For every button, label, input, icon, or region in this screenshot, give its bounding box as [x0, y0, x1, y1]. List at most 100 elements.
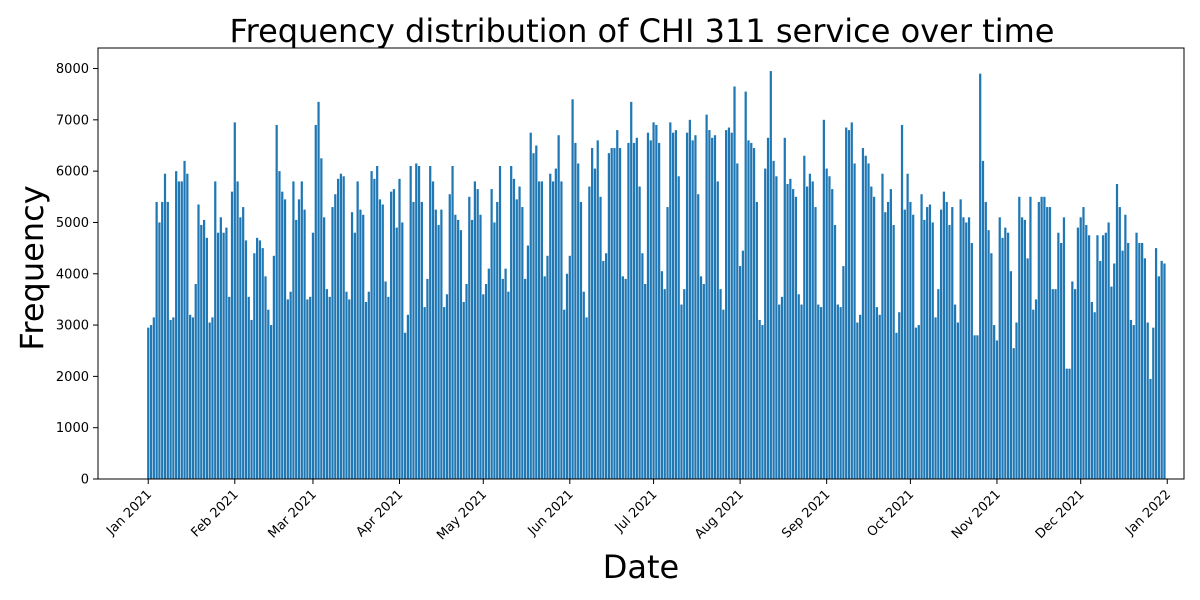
- chart-title: Frequency distribution of CHI 311 servic…: [230, 12, 1055, 50]
- bar: [535, 145, 538, 480]
- bar: [861, 148, 865, 480]
- bar: [479, 214, 482, 479]
- bar: [348, 299, 351, 479]
- bar: [716, 181, 719, 479]
- bar: [792, 189, 795, 479]
- y-tick-label: 1000: [56, 421, 89, 436]
- bar: [205, 237, 208, 479]
- bar: [847, 130, 851, 479]
- bar: [747, 140, 750, 480]
- bar: [624, 278, 627, 479]
- bar: [420, 201, 423, 479]
- bar: [398, 178, 401, 479]
- bar: [898, 312, 901, 479]
- y-tick-label: 3000: [56, 319, 89, 334]
- bar: [875, 307, 879, 479]
- bar: [649, 140, 652, 480]
- bar: [161, 201, 164, 479]
- bar: [1068, 368, 1071, 479]
- bar: [272, 255, 275, 479]
- bar: [549, 173, 552, 479]
- bar: [805, 186, 809, 480]
- bar: [1054, 289, 1057, 479]
- bar: [253, 253, 256, 479]
- bar: [303, 209, 306, 480]
- bar: [878, 314, 881, 479]
- bar: [1135, 232, 1138, 479]
- y-tick-label: 6000: [56, 165, 89, 180]
- bar: [727, 127, 731, 479]
- bar: [909, 201, 912, 479]
- bar: [155, 201, 158, 479]
- bar: [976, 335, 979, 479]
- x-tick-label: Mar 2021: [266, 487, 320, 541]
- bar: [903, 209, 906, 480]
- bar: [1090, 301, 1093, 479]
- bar: [973, 335, 976, 479]
- bar: [554, 168, 557, 479]
- bar: [995, 340, 999, 479]
- bar: [311, 232, 315, 479]
- bar: [1034, 299, 1038, 479]
- bar: [507, 291, 510, 479]
- bar: [1076, 227, 1080, 479]
- bar: [926, 207, 929, 479]
- bar: [752, 148, 756, 480]
- y-tick-label: 0: [81, 473, 89, 488]
- bar: [470, 219, 474, 479]
- bar: [230, 191, 234, 480]
- bar: [309, 296, 312, 479]
- bar: [1110, 286, 1113, 479]
- bar: [465, 284, 468, 479]
- bar: [783, 137, 786, 480]
- bar: [1015, 322, 1018, 479]
- x-tick-label: May 2021: [434, 487, 490, 543]
- bar: [551, 181, 555, 479]
- bar: [370, 171, 373, 479]
- bar: [1163, 263, 1166, 479]
- y-tick-label: 8000: [56, 62, 89, 77]
- x-tick-label: Jul 2021: [612, 487, 661, 536]
- bar: [959, 199, 962, 480]
- bar: [496, 201, 499, 479]
- bar: [247, 296, 250, 479]
- plot-frame: [97, 47, 1185, 480]
- bar: [437, 225, 440, 479]
- bar: [621, 276, 624, 479]
- bar: [510, 166, 513, 479]
- bar: [359, 209, 362, 480]
- bar: [993, 325, 996, 479]
- bar: [320, 158, 323, 479]
- x-tick-label: Jan 2021: [103, 487, 155, 539]
- bar: [931, 222, 934, 479]
- bar: [1118, 207, 1121, 479]
- bar: [392, 189, 396, 479]
- bar: [900, 124, 904, 480]
- y-axis-title: Frequency: [13, 185, 51, 350]
- bar: [906, 173, 909, 479]
- bar: [518, 186, 521, 480]
- bar: [415, 163, 418, 479]
- bar: [482, 294, 485, 479]
- bar: [1124, 214, 1127, 479]
- bar: [267, 309, 270, 479]
- bar: [691, 140, 694, 480]
- bar: [239, 217, 242, 479]
- bar: [200, 225, 203, 479]
- bar: [937, 289, 940, 479]
- bar: [269, 325, 273, 479]
- bar: [1141, 242, 1144, 479]
- bar: [1149, 378, 1152, 479]
- bar: [557, 135, 560, 480]
- bar: [175, 171, 178, 479]
- bar: [256, 237, 259, 479]
- bar: [766, 137, 770, 480]
- bar: [842, 266, 845, 479]
- bar: [1146, 322, 1149, 479]
- bar: [214, 181, 217, 479]
- bar: [543, 276, 546, 479]
- bar: [867, 163, 870, 479]
- bar: [660, 271, 664, 479]
- x-tick-label: Oct 2021: [864, 487, 917, 540]
